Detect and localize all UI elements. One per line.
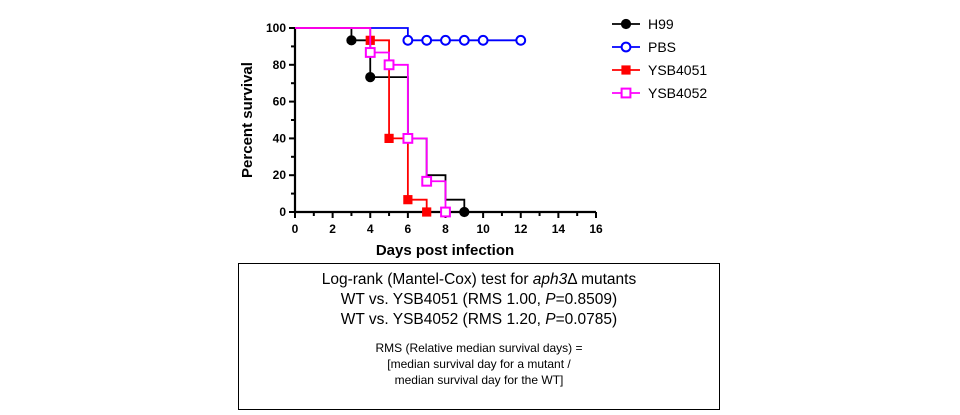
y-axis-title: Percent survival	[239, 62, 256, 178]
legend-entry-ysb4052: YSB4052	[612, 85, 707, 101]
data-point	[421, 175, 433, 187]
x-tick-label: 14	[552, 222, 566, 236]
x-tick-label: 12	[514, 222, 528, 236]
comparison-ysb4052-prefix: WT vs. YSB4052 (RMS 1.20,	[340, 311, 546, 328]
data-point	[458, 34, 470, 46]
y-tick-label: 20	[273, 168, 287, 182]
x-tick-label: 16	[589, 222, 603, 236]
legend-label: YSB4051	[648, 62, 707, 78]
rms-formula-numerator: [median survival day for a mutant /	[387, 357, 571, 371]
x-tick-label: 2	[329, 222, 336, 236]
legend-marker	[620, 87, 632, 99]
data-point	[402, 133, 414, 144]
legend-marker	[620, 18, 632, 30]
data-point	[421, 34, 433, 46]
y-tick-label: 100	[266, 21, 286, 35]
chart-series	[295, 27, 527, 218]
legend-label: YSB4052	[648, 85, 707, 101]
gene-name: aph3	[532, 271, 568, 288]
y-tick-label: 80	[273, 58, 287, 72]
x-tick-label: 0	[292, 222, 299, 236]
data-point	[402, 34, 414, 46]
series-line-ysb4052	[295, 27, 447, 212]
series-ysb4051	[295, 27, 432, 217]
legend-label: PBS	[648, 39, 676, 55]
series-h99	[295, 27, 470, 218]
x-tick-label: 8	[442, 222, 449, 236]
rms-definition: RMS (Relative median survival days) =	[375, 341, 583, 355]
test-description-suffix: Δ mutants	[567, 271, 637, 288]
p-symbol: P	[545, 311, 556, 328]
legend-marker	[621, 65, 631, 75]
comparison-ysb4052: WT vs. YSB4052 (RMS 1.20, P=0.0785)	[239, 310, 719, 330]
legend-entry-ysb4051: YSB4051	[612, 62, 707, 78]
comparison-ysb4051-suffix: =0.8509)	[555, 291, 618, 308]
data-point	[383, 59, 395, 71]
data-point	[346, 35, 357, 46]
p-symbol: P	[545, 291, 556, 308]
data-point	[440, 206, 451, 218]
series-line-ysb4051	[295, 27, 428, 212]
chart-axes: 0 2 4 6 8 10 12 14 16 0 20 40 60 80 100	[266, 21, 603, 236]
series-line-h99	[295, 27, 466, 212]
x-tick-label: 6	[405, 222, 412, 236]
series-pbs	[295, 27, 527, 46]
data-point	[384, 133, 394, 143]
comparison-ysb4051: WT vs. YSB4051 (RMS 1.00, P=0.8509)	[239, 290, 719, 310]
rms-formula-denominator: median survival day for the WT]	[394, 373, 564, 387]
data-point	[364, 47, 376, 58]
data-point	[477, 34, 489, 46]
x-axis-title: Days post infection	[376, 242, 514, 259]
legend-entry-h99: H99	[612, 16, 674, 32]
survival-chart: 0 2 4 6 8 10 12 14 16 0 20 40 60 80 100 H99 PBS YSB4051 Y…	[239, 16, 707, 259]
series-ysb4052	[295, 27, 451, 218]
data-point	[422, 207, 432, 217]
y-tick-label: 60	[273, 95, 287, 109]
test-description: Log-rank (Mantel-Cox) test for aph3Δ mut…	[239, 270, 719, 290]
statistics-box: Log-rank (Mantel-Cox) test for aph3Δ mut…	[238, 263, 720, 410]
data-point	[403, 195, 413, 205]
y-tick-label: 0	[279, 205, 286, 219]
y-tick-label: 40	[273, 131, 287, 145]
data-point	[365, 72, 376, 83]
comparison-ysb4051-prefix: WT vs. YSB4051 (RMS 1.00,	[340, 291, 546, 308]
data-point	[515, 34, 527, 46]
data-point	[440, 34, 451, 46]
test-description-prefix: Log-rank (Mantel-Cox) test for	[321, 271, 533, 288]
legend-label: H99	[648, 16, 674, 32]
x-tick-label: 10	[476, 222, 490, 236]
chart-legend: H99 PBS YSB4051 YSB4052	[612, 16, 707, 101]
legend-entry-pbs: PBS	[612, 39, 676, 55]
data-point	[459, 206, 470, 218]
legend-marker	[620, 41, 632, 53]
x-tick-label: 4	[367, 222, 374, 236]
comparison-ysb4052-suffix: =0.0785)	[555, 311, 618, 328]
